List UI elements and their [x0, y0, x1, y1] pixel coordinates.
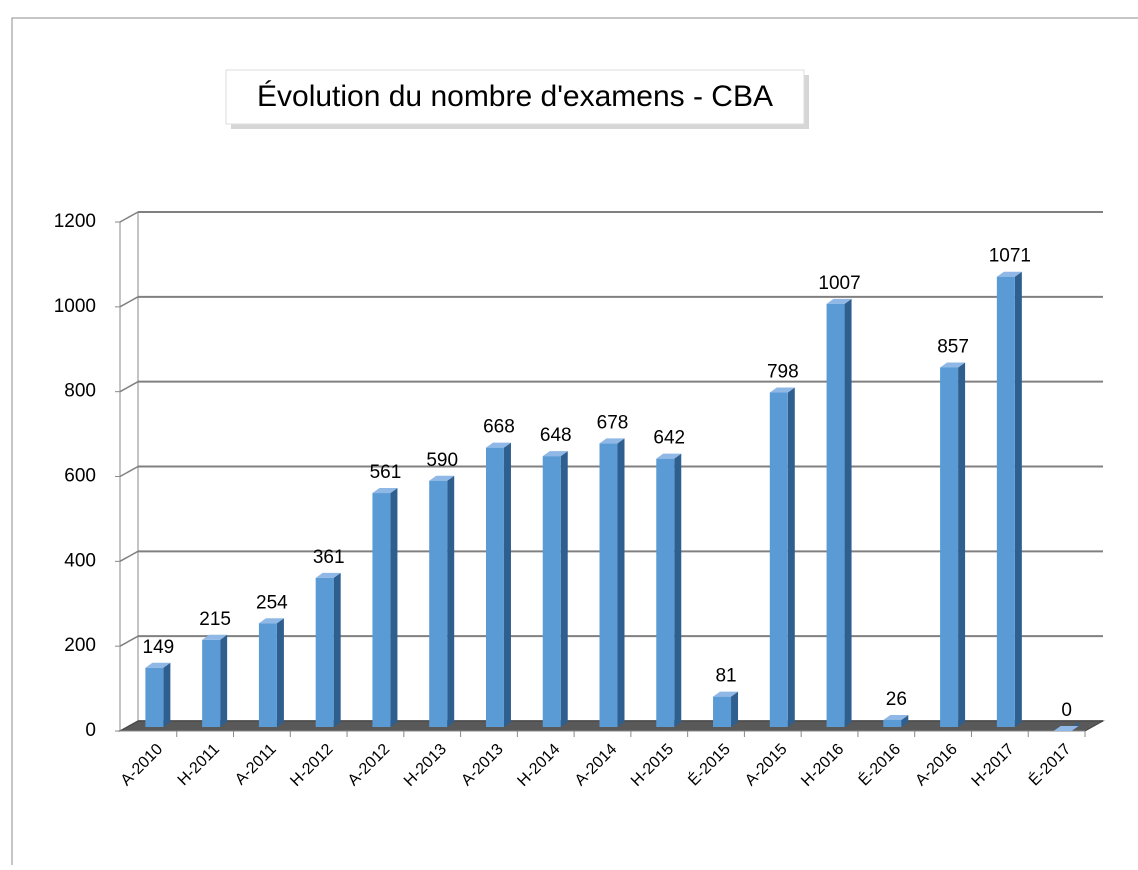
bar-side: [560, 451, 568, 727]
value-label: 254: [256, 592, 288, 613]
bar: [769, 392, 788, 727]
bar: [145, 667, 164, 727]
bar-top: [940, 362, 966, 368]
value-label: 0: [1061, 700, 1072, 721]
bar: [826, 303, 845, 727]
bar-top: [202, 634, 228, 640]
grid-line-side: [119, 211, 139, 223]
value-label: 668: [483, 417, 515, 438]
bar-side: [1014, 271, 1022, 727]
value-label: 590: [426, 450, 458, 471]
value-label: 1007: [818, 273, 860, 294]
bar-top: [429, 475, 455, 481]
grid-line-side: [119, 635, 139, 647]
bar-top: [485, 442, 511, 448]
bar: [542, 456, 561, 727]
y-tick-label: 400: [64, 550, 96, 571]
y-tick-label: 200: [64, 635, 96, 656]
bar: [996, 276, 1015, 727]
value-label: 648: [540, 425, 572, 446]
bar-side: [276, 618, 284, 727]
bar-top: [996, 271, 1022, 277]
y-tick-label: 0: [85, 720, 96, 741]
bar-side: [163, 662, 171, 727]
bar-side: [844, 298, 852, 727]
bar-top: [258, 618, 284, 624]
bar: [940, 367, 959, 727]
bar-side: [333, 572, 341, 727]
bar-side: [220, 634, 228, 727]
bar: [429, 480, 448, 727]
grid-line-side: [119, 381, 139, 393]
bar-side: [958, 362, 966, 727]
bar-side: [617, 438, 625, 727]
y-tick-label: 800: [64, 381, 96, 402]
y-tick-label: 1200: [54, 211, 96, 232]
value-label: 561: [370, 462, 402, 483]
bar: [713, 696, 732, 727]
bar-top: [1053, 726, 1079, 731]
bar: [656, 458, 675, 727]
y-tick-label: 600: [64, 466, 96, 487]
bar: [372, 493, 391, 727]
value-label: 81: [715, 666, 736, 687]
bar-side: [447, 475, 455, 727]
bar-side: [674, 453, 682, 727]
bar-top: [656, 453, 682, 459]
value-label: 798: [767, 362, 799, 383]
bar-side: [503, 442, 511, 727]
bar-side: [901, 714, 909, 727]
bar: [599, 443, 618, 727]
bar-side: [731, 691, 739, 727]
bar-top: [826, 298, 852, 304]
bar-top: [145, 662, 171, 668]
value-label: 857: [937, 337, 969, 358]
title-box: [225, 69, 805, 125]
bar: [883, 719, 902, 727]
value-label: 215: [199, 609, 231, 630]
chart-title: Évolution du nombre d'examens - CBA: [257, 80, 773, 113]
value-label: 678: [597, 412, 629, 433]
bar: [258, 623, 277, 727]
value-label: 26: [886, 689, 907, 710]
bar-top: [315, 572, 341, 578]
bar: [485, 447, 504, 727]
bar-top: [599, 438, 625, 444]
value-label: 149: [143, 637, 175, 658]
chart-frame: [11, 17, 1138, 870]
y-tick-label: 1000: [54, 296, 96, 317]
bar-side: [390, 488, 398, 727]
grid-line-side: [119, 465, 139, 478]
bar-top: [883, 714, 909, 720]
grid-line-side: [119, 296, 139, 308]
value-label: 1071: [989, 246, 1031, 267]
bar-side: [787, 387, 795, 727]
bar-top: [713, 691, 739, 697]
bar: [315, 577, 334, 727]
bar: [202, 639, 221, 727]
value-label: 642: [653, 428, 685, 449]
value-label: 361: [313, 547, 345, 568]
bar-top: [542, 451, 568, 457]
bar-top: [769, 387, 795, 393]
grid-line-side: [119, 550, 139, 562]
bar-top: [372, 488, 398, 494]
